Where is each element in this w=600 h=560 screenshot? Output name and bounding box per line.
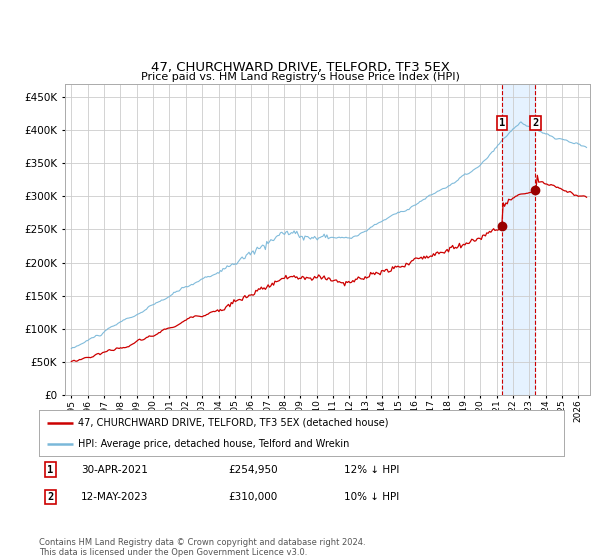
Text: £254,950: £254,950	[228, 465, 278, 474]
Text: 47, CHURCHWARD DRIVE, TELFORD, TF3 5EX: 47, CHURCHWARD DRIVE, TELFORD, TF3 5EX	[151, 61, 449, 74]
Text: £310,000: £310,000	[228, 492, 277, 502]
Text: 47, CHURCHWARD DRIVE, TELFORD, TF3 5EX (detached house): 47, CHURCHWARD DRIVE, TELFORD, TF3 5EX (…	[79, 418, 389, 428]
Text: 1: 1	[499, 118, 505, 128]
Text: 12% ↓ HPI: 12% ↓ HPI	[343, 465, 399, 474]
Text: 12-MAY-2023: 12-MAY-2023	[81, 492, 148, 502]
Text: 30-APR-2021: 30-APR-2021	[81, 465, 148, 474]
Text: 1: 1	[47, 465, 53, 474]
Text: Contains HM Land Registry data © Crown copyright and database right 2024.
This d: Contains HM Land Registry data © Crown c…	[39, 538, 365, 557]
Text: 10% ↓ HPI: 10% ↓ HPI	[343, 492, 399, 502]
Bar	[502, 84, 535, 395]
Text: HPI: Average price, detached house, Telford and Wrekin: HPI: Average price, detached house, Telf…	[79, 439, 350, 449]
Text: Price paid vs. HM Land Registry's House Price Index (HPI): Price paid vs. HM Land Registry's House …	[140, 72, 460, 82]
Text: 2: 2	[47, 492, 53, 502]
Text: 2: 2	[532, 118, 538, 128]
